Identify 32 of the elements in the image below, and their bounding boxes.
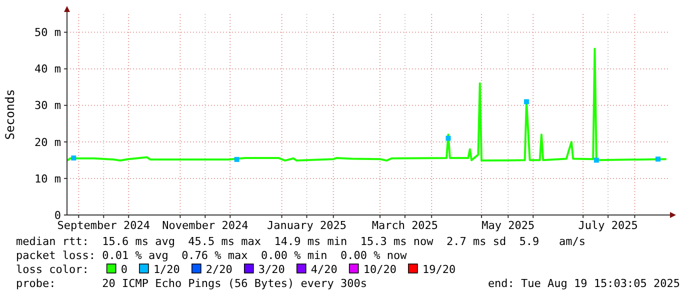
legend-label: 1/20 <box>153 263 180 276</box>
y-tick-label: 10 m <box>34 172 62 186</box>
text: packet loss: 0.01 % avg 0.76 % max 0.00 % min 0.00 % now <box>16 249 408 262</box>
y-axis-title: Seconds <box>3 89 17 140</box>
legend-label: 3/20 <box>258 263 285 276</box>
point <box>446 136 451 141</box>
legend-label: 10/20 <box>363 263 396 276</box>
y-tick-label: 50 m <box>34 26 62 40</box>
x-tick-label: July 2025 <box>578 219 638 232</box>
legend-title: loss color: <box>16 263 89 276</box>
point <box>656 156 661 162</box>
point <box>71 155 76 160</box>
point <box>594 158 599 163</box>
legend-label: 0 <box>120 263 128 276</box>
y-tick-label: 40 m <box>34 62 62 76</box>
legend-label: 19/20 <box>422 263 456 276</box>
legend-label: 2/20 <box>206 263 232 276</box>
text: median rtt: 15.6 ms avg 45.5 ms max 14.9 ms min 15.3 ms now 2.7 ms sd 5.9 am/s <box>16 235 586 248</box>
point <box>234 156 240 162</box>
line-series <box>66 48 668 162</box>
legend-label: 4/20 <box>310 263 338 276</box>
y-tick-label: 0 <box>54 208 61 222</box>
x-tick-label: January 2025 <box>266 219 346 232</box>
text: end: Tue Aug 19 15:03:05 2025 <box>488 277 680 290</box>
x-tick-label: November 2024 <box>162 219 249 232</box>
x-tick-label: May 2025 <box>482 219 535 232</box>
x-tick-label: March 2025 <box>372 219 438 232</box>
x-tick-label: September 2024 <box>57 219 150 232</box>
y-tick-label: 20 m <box>34 136 62 149</box>
point <box>524 99 529 104</box>
text: probe: 20 ICMP Echo Pings (56 Bytes) every 300s <box>16 277 367 290</box>
y-tick-label: 30 m <box>34 99 62 112</box>
